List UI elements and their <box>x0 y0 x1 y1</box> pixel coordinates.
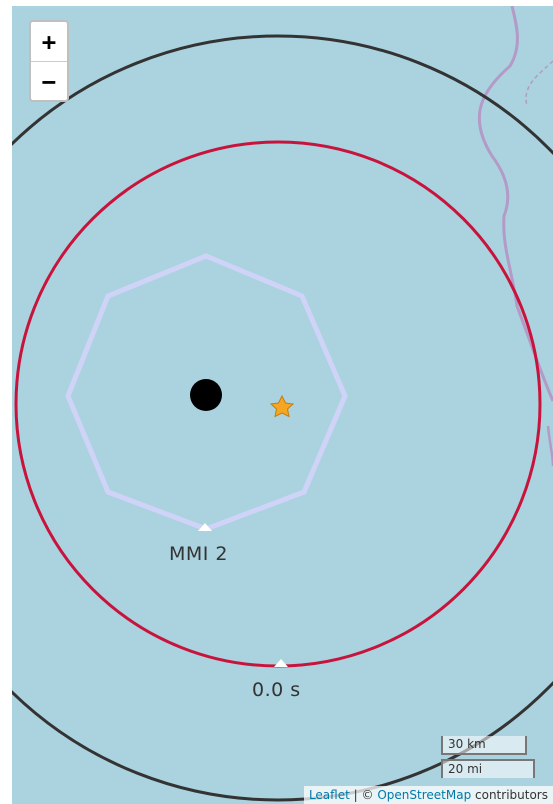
time-label-pointer <box>274 659 288 667</box>
attribution-separator: | <box>353 788 358 802</box>
zoom-out-button[interactable]: − <box>41 67 57 96</box>
attribution-contributors: contributors <box>475 788 548 802</box>
osm-link[interactable]: OpenStreetMap <box>377 788 472 802</box>
boundary-line-dashed <box>525 60 553 107</box>
leaflet-link[interactable]: Leaflet <box>308 788 350 802</box>
scale-mi-label: 20 mi <box>441 759 535 778</box>
mmi-contour-label: MMI 2 <box>169 543 229 565</box>
map-overlay-layer <box>12 6 553 802</box>
map-view[interactable]: MMI 2 0.0 s + − 30 km 20 mi Leaflet | © … <box>12 6 553 804</box>
mmi-label-pointer <box>198 523 212 531</box>
scale-bar: 30 km 20 mi <box>441 736 535 778</box>
boundary-line-secondary <box>546 425 553 467</box>
time-contour-label: 0.0 s <box>252 679 301 701</box>
zoom-control: + − <box>29 20 69 102</box>
boundary-line <box>477 6 553 402</box>
scale-km-label: 30 km <box>441 736 527 755</box>
epicenter-star-icon[interactable] <box>269 394 295 418</box>
attribution: Leaflet | © OpenStreetMap contributors <box>303 786 553 804</box>
station-marker-icon[interactable] <box>190 379 222 411</box>
copyright-symbol: © <box>361 788 374 802</box>
zoom-in-button[interactable]: + <box>31 22 67 62</box>
time-contour-outer <box>12 34 553 802</box>
